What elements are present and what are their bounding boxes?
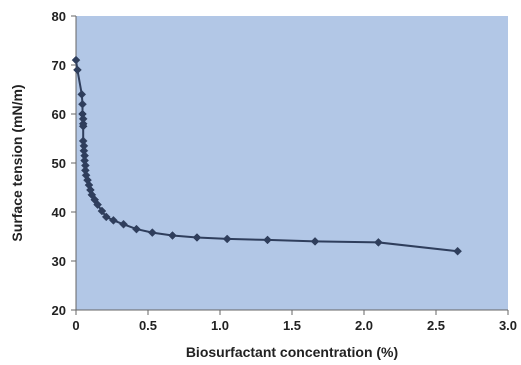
x-tick-label: 1.5 xyxy=(283,318,301,333)
y-tick-label: 20 xyxy=(52,303,66,318)
x-axis-title: Biosurfactant concentration (%) xyxy=(186,344,398,360)
y-tick-label: 70 xyxy=(52,58,66,73)
x-axis-ticks: 0 0.5 1.0 1.5 2.0 2.5 3.0 xyxy=(72,310,517,333)
data-point-marker xyxy=(101,212,111,222)
y-tick-label: 50 xyxy=(52,156,66,171)
series-layer xyxy=(71,55,462,256)
data-point-marker xyxy=(77,90,87,99)
x-tick-label: 0 xyxy=(72,318,79,333)
plot-area xyxy=(76,16,508,310)
data-point-marker xyxy=(78,99,87,109)
x-tick-label: 1.0 xyxy=(211,318,229,333)
data-point-marker xyxy=(263,235,272,245)
data-point-marker xyxy=(192,233,202,242)
data-point-marker xyxy=(147,228,157,237)
data-point-marker xyxy=(310,237,320,246)
y-tick-label: 40 xyxy=(52,205,66,220)
data-point-marker xyxy=(93,200,102,210)
data-point-marker xyxy=(374,238,383,247)
y-tick-label: 30 xyxy=(52,254,66,269)
data-point-marker xyxy=(222,234,232,244)
x-tick-label: 2.5 xyxy=(427,318,445,333)
x-tick-label: 3.0 xyxy=(499,318,517,333)
data-point-marker xyxy=(78,121,88,131)
data-point-marker xyxy=(168,231,177,240)
data-point-marker xyxy=(453,246,462,256)
data-point-marker xyxy=(119,219,128,229)
y-tick-label: 80 xyxy=(52,9,66,24)
x-tick-label: 0.5 xyxy=(139,318,157,333)
y-tick-label: 60 xyxy=(52,107,66,122)
data-point-marker xyxy=(132,224,141,234)
data-point-marker xyxy=(73,65,82,75)
data-point-marker xyxy=(71,55,81,65)
y-axis-ticks: 20 30 40 50 60 70 80 xyxy=(52,9,76,318)
data-point-marker xyxy=(97,206,107,216)
y-axis-title: Surface tension (mN/m) xyxy=(9,84,25,241)
x-tick-label: 2.0 xyxy=(355,318,373,333)
data-point-marker xyxy=(109,215,118,225)
